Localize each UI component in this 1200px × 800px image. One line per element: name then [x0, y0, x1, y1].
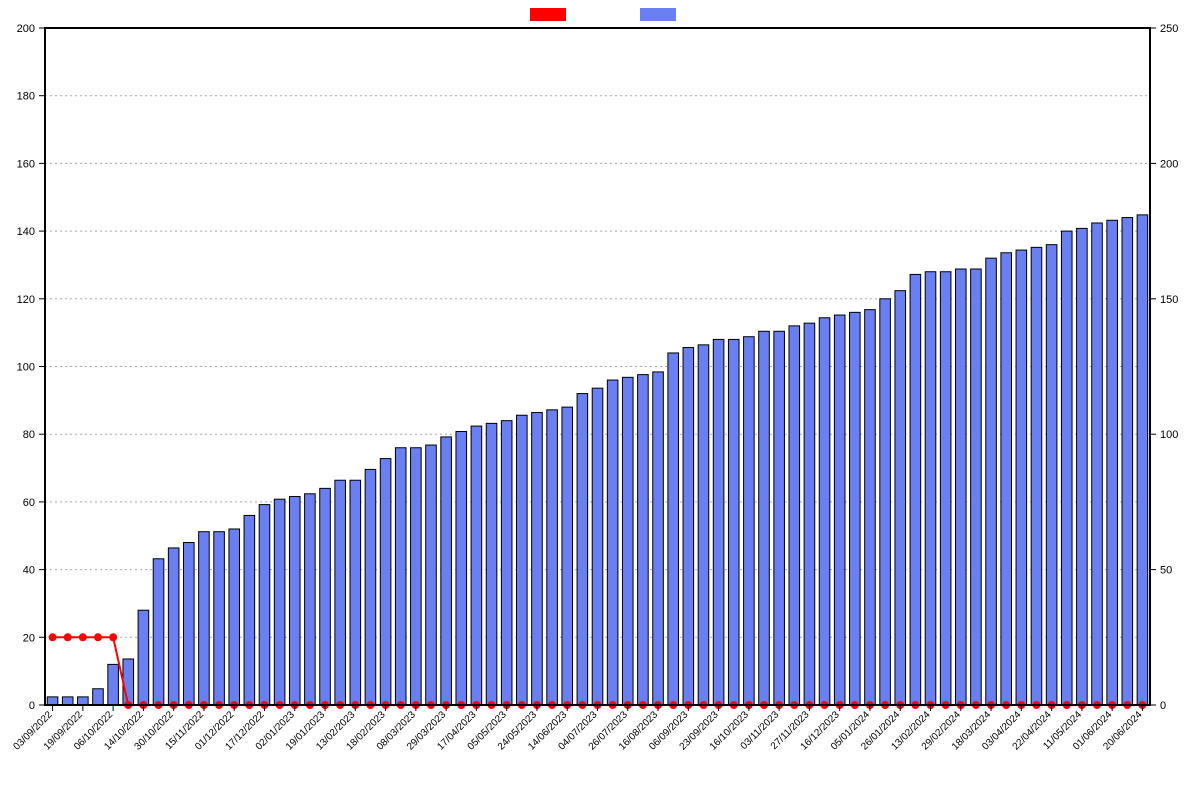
bar — [638, 375, 649, 705]
y-left-tick-label: 160 — [17, 158, 35, 170]
bar — [62, 697, 73, 705]
bar — [759, 331, 770, 705]
bar — [47, 697, 58, 705]
bar — [108, 664, 119, 705]
bar — [532, 413, 543, 705]
bar — [880, 299, 891, 705]
bar — [229, 529, 240, 705]
bar — [925, 272, 936, 705]
bar — [910, 274, 921, 705]
bar — [426, 445, 437, 705]
bar — [622, 377, 633, 705]
line-marker — [109, 633, 117, 641]
y-left-tick-label: 120 — [17, 294, 35, 306]
bar — [320, 488, 331, 705]
bar — [713, 339, 724, 705]
bar — [350, 480, 361, 705]
line-marker — [49, 633, 57, 641]
bar — [592, 388, 603, 705]
y-right-tick-label: 0 — [1160, 700, 1166, 712]
bar — [486, 423, 497, 705]
y-right-tick-label: 150 — [1160, 294, 1178, 306]
bar — [804, 323, 815, 705]
bar — [244, 515, 255, 705]
bar — [456, 431, 467, 705]
y-left-tick-label: 40 — [23, 565, 35, 577]
line-marker — [64, 633, 72, 641]
bar — [214, 532, 225, 705]
bar — [78, 697, 89, 705]
y-left-tick-label: 100 — [17, 362, 35, 374]
bar — [517, 415, 528, 705]
bar — [683, 348, 694, 705]
bar — [1077, 228, 1088, 705]
bar — [1107, 220, 1118, 705]
bar — [1092, 223, 1103, 705]
bar — [153, 559, 164, 705]
bar — [380, 459, 391, 705]
bar — [789, 326, 800, 705]
y-left-tick-label: 60 — [23, 497, 35, 509]
bar — [289, 496, 300, 705]
bar — [940, 272, 951, 705]
bar — [138, 610, 149, 705]
bar — [1016, 250, 1027, 705]
bar — [441, 437, 452, 705]
bar — [395, 448, 406, 705]
bar — [774, 331, 785, 705]
y-right-tick-label: 200 — [1160, 158, 1178, 170]
bar — [1137, 215, 1148, 705]
bar — [365, 469, 376, 705]
chart-svg: 0 20 40 60 80 100 120 140 160 180 200 0 50 100 150 200 2… — [0, 0, 1200, 800]
bar — [547, 410, 558, 705]
bar — [653, 372, 664, 705]
bar — [562, 407, 573, 705]
y-right-tick-label: 250 — [1160, 23, 1178, 35]
bar — [471, 426, 482, 705]
bar — [411, 448, 422, 705]
bar — [1122, 218, 1133, 705]
bar — [259, 505, 270, 705]
line-marker — [79, 633, 87, 641]
bar — [123, 659, 134, 705]
y-left-tick-label: 80 — [23, 429, 35, 441]
bar — [168, 548, 179, 705]
bar — [865, 310, 876, 705]
bar — [955, 269, 966, 705]
bar — [986, 258, 997, 705]
bar — [274, 499, 285, 705]
bar — [501, 421, 512, 705]
bar — [850, 312, 861, 705]
bar — [577, 394, 588, 705]
legend-swatch — [530, 8, 566, 21]
bar — [744, 337, 755, 705]
bar — [199, 532, 210, 705]
y-left-tick-label: 180 — [17, 91, 35, 103]
bar — [668, 353, 679, 705]
bar — [93, 689, 104, 705]
y-left-tick-label: 20 — [23, 632, 35, 644]
bar — [895, 291, 906, 705]
bar — [305, 494, 316, 705]
bar — [698, 345, 709, 705]
y-left-tick-label: 140 — [17, 226, 35, 238]
bar — [607, 380, 618, 705]
bar — [1001, 253, 1012, 705]
line-marker — [94, 633, 102, 641]
bar — [335, 480, 346, 705]
bar — [1061, 231, 1072, 705]
y-left-tick-label: 200 — [17, 23, 35, 35]
bar — [971, 269, 982, 705]
y-right-tick-label: 50 — [1160, 565, 1172, 577]
y-right-tick-label: 100 — [1160, 429, 1178, 441]
bar — [819, 318, 830, 705]
bar — [834, 315, 845, 705]
chart-container: 0 20 40 60 80 100 120 140 160 180 200 0 50 100 150 200 2… — [0, 0, 1200, 800]
y-left-tick-label: 0 — [29, 700, 35, 712]
bar — [1031, 247, 1042, 705]
bar — [184, 543, 195, 705]
bar — [1046, 245, 1057, 705]
bar — [728, 339, 739, 705]
legend-swatch — [640, 8, 676, 21]
